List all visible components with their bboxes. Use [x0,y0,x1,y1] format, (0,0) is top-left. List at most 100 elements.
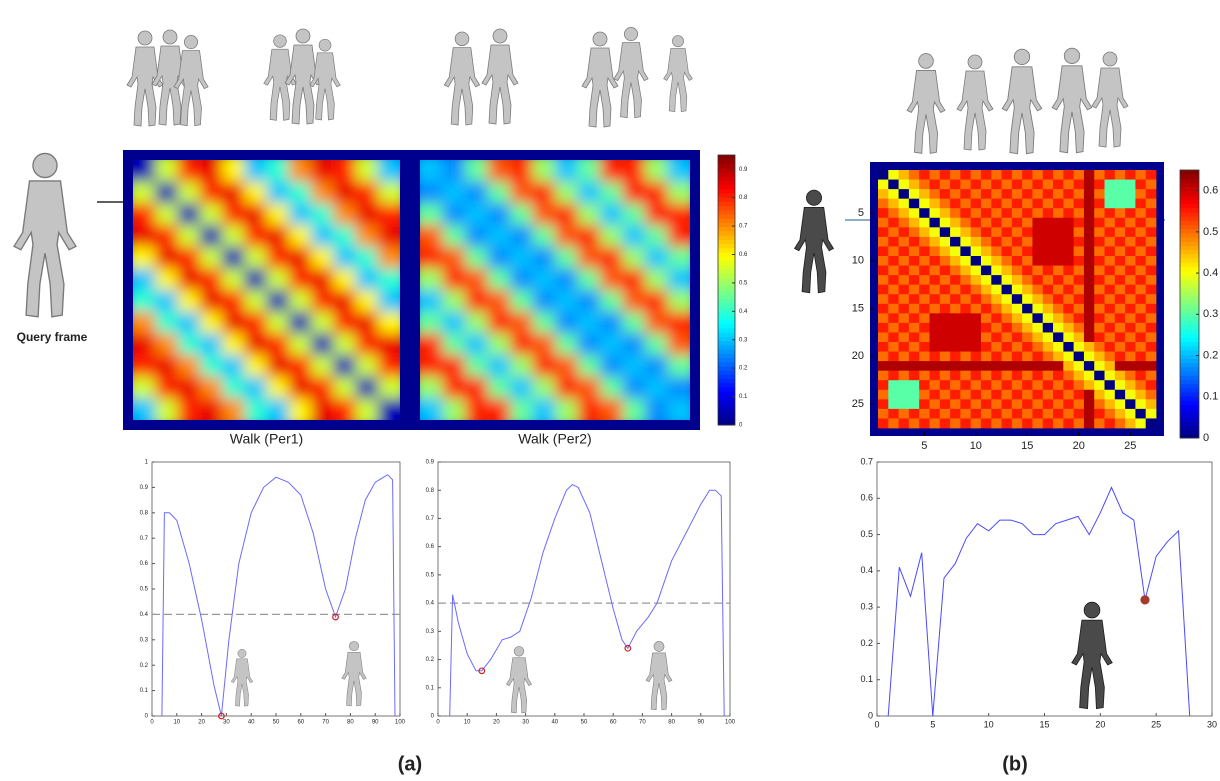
colorbar-step [1180,337,1199,343]
heatmap-cell [510,355,533,378]
heatmap-cell [1011,418,1023,429]
heatmap-cell [1094,313,1105,324]
heatmap-cell [950,256,961,266]
heatmap-cell [1011,342,1023,352]
colorbar-step [718,201,735,207]
heatmap-cell [1114,246,1126,257]
colorbar-step [1180,232,1199,238]
x-tick-label: 90 [372,720,379,726]
heatmap-cell [1094,361,1105,372]
heatmap-cell [939,351,951,362]
y-tick-label: 0.6 [426,544,435,550]
heatmap-cell [919,303,930,314]
heatmap-cell [1001,332,1013,343]
colorbar-tick-label: 0.6 [1203,185,1218,197]
heatmap-cell [970,265,982,276]
heatmap-cell [878,370,889,381]
heatmap-cell [487,376,511,399]
heatmap-cell [600,355,623,378]
heatmap-cell [950,370,961,381]
colorbar-step [1180,408,1199,414]
heatmap-cell [898,380,910,391]
x-tick-label: 20 [493,720,500,726]
heatmap-cell [1125,303,1136,314]
heatmap-cell [908,275,920,286]
heatmap-cell [355,333,379,356]
heatmap-cell [1094,208,1105,219]
heatmap-cell [980,380,992,391]
heatmap-cell [960,284,972,295]
heatmap-cell [980,179,992,190]
heatmap-cell [1042,370,1054,381]
heatmap-cell [888,313,899,324]
heatmap-cell [1001,275,1013,286]
colorbar-step [718,214,735,219]
x-tick-label: 20 [198,720,205,726]
heatmap-cell [355,311,379,334]
heatmap-cell [970,217,982,228]
heatmap-cell [960,227,972,238]
heatmap-cell [898,418,910,429]
heatmap-cell [1125,342,1136,352]
heatmap-cell [1011,399,1023,410]
heatmap-cell [311,333,334,356]
heatmap-cell [898,227,910,238]
heatmap-cell [532,246,556,269]
heatmap-cell [991,265,1002,276]
heatmap-cell [1063,275,1075,286]
heatmap-cell [1125,389,1136,400]
heatmap-cell [1011,275,1023,286]
heatmap-cell [600,160,623,183]
heatmap-cell [1094,227,1105,238]
heatmap-cell [1022,275,1033,286]
heatmap-cell [465,355,488,378]
heatmap-cell [177,268,201,291]
heatmap-cell [222,333,245,356]
heatmap-cell [465,181,488,204]
heatmap-cell [980,370,992,381]
heatmap-cell [878,418,889,429]
heatmap-cell [1001,399,1013,410]
heatmap-cell [1094,418,1105,429]
heatmap-cell [1073,399,1085,410]
heatmap-cell [1022,351,1033,362]
heatmap-cell [1032,342,1044,352]
heatmap-cell [1073,236,1085,247]
heatmap-cell [1042,246,1054,257]
heatmap-cell [1145,179,1157,190]
heatmap-cell [1083,208,1095,219]
data-line [161,474,396,717]
heatmap-cell [177,181,201,204]
heatmap-cell [908,236,920,247]
heatmap-cell [888,322,899,333]
heatmap-cell [950,342,961,352]
heatmap-cell [1063,189,1075,200]
heatmap-cell [939,198,951,209]
heatmap-cell [667,268,690,291]
heatmap-cell [442,225,466,248]
heatmap-cell [1104,170,1116,180]
heatmap-cell [1094,284,1105,295]
heatmap-cell [377,398,400,420]
heatmap-cell [199,160,223,183]
heatmap-cell [908,418,920,429]
heatmap-cell [929,284,941,295]
heatmap-cell [1032,303,1044,314]
heatmap-cell [1032,246,1044,257]
heatmap-cell [980,265,992,276]
x-tick-label: 5 [930,719,935,729]
heatmap-cell [980,294,992,305]
heatmap-cell [1094,265,1105,276]
y-tick-label: 0.6 [860,493,873,503]
heatmap-cell [133,160,156,183]
heatmap-cell [950,217,961,228]
heatmap-cell [878,408,889,419]
heatmap-cell [487,311,511,334]
heatmap-cell [1094,380,1105,391]
heatmap-cell [1042,408,1054,419]
heatmap-cell [939,332,951,343]
heatmap-cell [1073,313,1085,324]
heatmap-cell [888,217,899,228]
heatmap-cell [908,351,920,362]
heatmap-cell [1135,418,1147,429]
